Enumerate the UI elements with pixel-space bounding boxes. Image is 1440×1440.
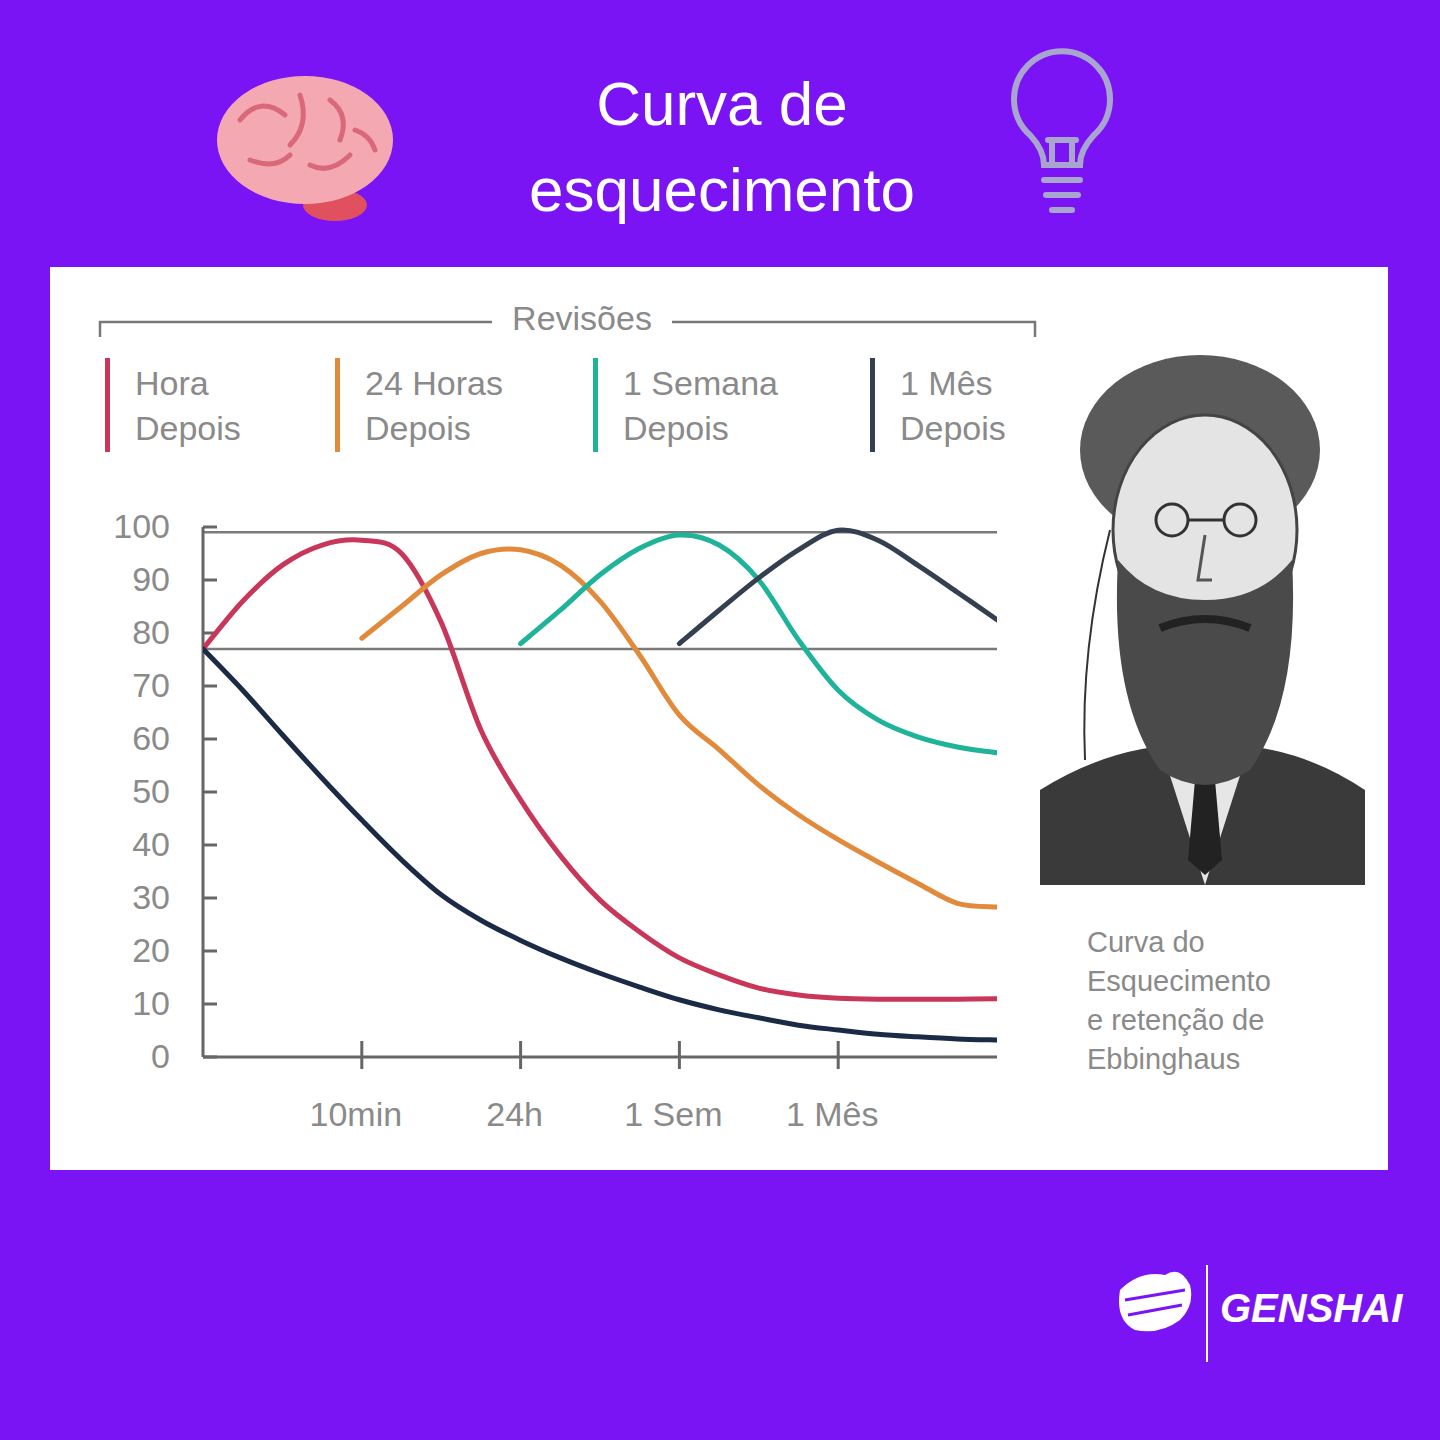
y-tick-label: 80 bbox=[132, 613, 170, 651]
portrait-glasses bbox=[1156, 504, 1188, 536]
legend-entry: 1 Mês Depois bbox=[900, 364, 1006, 447]
y-tick bbox=[203, 897, 217, 900]
y-tick-label: 30 bbox=[132, 878, 170, 916]
y-tick-label: 40 bbox=[132, 825, 170, 863]
x-tick-label: 10min bbox=[309, 1095, 402, 1133]
bulb-base bbox=[1044, 180, 1080, 210]
brain-fold bbox=[310, 155, 350, 168]
legend-entry: 1 Semana Depois bbox=[623, 364, 778, 447]
caption: Curva do Esquecimento e retenção de Ebbingh… bbox=[1087, 926, 1271, 1075]
legend-entry: Hora Depois bbox=[135, 364, 241, 447]
portrait-beard bbox=[1117, 560, 1293, 785]
legend: RevisõesHoraDepois24 HorasDepois1 Semana… bbox=[100, 299, 1035, 452]
y-tick-label: 10 bbox=[132, 984, 170, 1022]
caption-line: Ebbinghaus bbox=[1087, 1043, 1240, 1075]
title-line: Curva de bbox=[596, 69, 848, 138]
portrait-nose bbox=[1198, 535, 1212, 580]
legend-swatch bbox=[335, 358, 340, 452]
series-line bbox=[679, 530, 997, 644]
brand-name: GENSHAI bbox=[1220, 1286, 1403, 1330]
brain-fold bbox=[240, 106, 285, 120]
bulb-glass bbox=[1014, 51, 1110, 165]
caption-line: Esquecimento bbox=[1087, 965, 1271, 997]
legend-title-bg bbox=[492, 300, 672, 340]
brand-logo: GENSHAI bbox=[1119, 1265, 1403, 1362]
series-line bbox=[362, 549, 997, 907]
x-tick bbox=[678, 1041, 681, 1069]
brain-fold bbox=[290, 95, 303, 145]
legend-title: Revisões bbox=[512, 299, 652, 337]
page: Curva deesquecimentoRevisõesHoraDepois24… bbox=[0, 0, 1440, 1440]
legend-entry-line: Depois bbox=[365, 409, 471, 447]
x-tick bbox=[519, 1041, 522, 1069]
title-line: esquecimento bbox=[529, 155, 915, 224]
y-tick bbox=[203, 950, 217, 953]
reference-line bbox=[203, 648, 997, 651]
legend-entry-line: Hora bbox=[135, 364, 209, 402]
legend-entry-line: 1 Mês bbox=[900, 364, 993, 402]
y-tick-label: 0 bbox=[151, 1037, 170, 1075]
y-tick-label: 100 bbox=[113, 507, 170, 545]
background bbox=[0, 0, 1440, 1440]
panel bbox=[50, 267, 1388, 1170]
y-tick bbox=[203, 685, 217, 688]
y-tick bbox=[203, 1056, 217, 1059]
y-tick bbox=[203, 738, 217, 741]
title: Curva de esquecimento bbox=[529, 69, 915, 224]
portrait-mustache bbox=[1160, 619, 1250, 628]
brain-fold bbox=[250, 155, 290, 164]
y-tick bbox=[203, 579, 217, 582]
y-tick-label: 20 bbox=[132, 931, 170, 969]
x-tick bbox=[360, 1041, 363, 1069]
portrait-cord bbox=[1084, 530, 1110, 760]
plot-area bbox=[203, 530, 997, 1040]
brain-fold bbox=[355, 130, 375, 150]
y-tick-label: 50 bbox=[132, 772, 170, 810]
legend-entry-line: Depois bbox=[900, 409, 1006, 447]
caption-line: Curva do bbox=[1087, 926, 1205, 958]
legend-entry: 24 Horas Depois bbox=[365, 364, 503, 447]
legend-swatch bbox=[593, 358, 598, 452]
legend-entry-line: Depois bbox=[623, 409, 729, 447]
brain-shape bbox=[217, 76, 393, 204]
y-tick bbox=[203, 844, 217, 847]
y-tick bbox=[203, 526, 217, 529]
y-tick bbox=[203, 791, 217, 794]
brain-icon bbox=[217, 76, 393, 221]
bulb-filament bbox=[1048, 140, 1076, 165]
series-line bbox=[203, 540, 997, 1000]
brain-fold bbox=[330, 100, 343, 140]
brand-mark bbox=[1119, 1272, 1191, 1332]
portrait-glasses bbox=[1224, 504, 1256, 536]
y-tick-label: 90 bbox=[132, 560, 170, 598]
legend-entry-line: Depois bbox=[135, 409, 241, 447]
legend-swatch bbox=[105, 358, 110, 452]
reference-line bbox=[203, 531, 997, 534]
x-tick-label: 24h bbox=[486, 1095, 543, 1133]
x-tick-label: 1 Mês bbox=[786, 1095, 879, 1133]
bulb-icon bbox=[1014, 51, 1110, 210]
y-tick bbox=[203, 1003, 217, 1006]
portrait-glasses-bridge bbox=[1188, 519, 1224, 522]
caption-line: e retenção de bbox=[1087, 1004, 1264, 1036]
x-axis-line bbox=[203, 1056, 997, 1059]
series-line bbox=[203, 649, 997, 1040]
y-tick-label: 70 bbox=[132, 666, 170, 704]
brand-divider bbox=[1206, 1265, 1208, 1362]
portrait bbox=[1040, 355, 1365, 885]
portrait-tie bbox=[1188, 780, 1222, 875]
legend-entry-line: 24 Horas bbox=[365, 364, 503, 402]
brand-mark-stroke bbox=[1125, 1290, 1185, 1315]
y-tick-label: 60 bbox=[132, 719, 170, 757]
x-tick-label: 1 Sem bbox=[624, 1095, 722, 1133]
legend-entry-line: 1 Semana bbox=[623, 364, 778, 402]
legend-swatch bbox=[870, 358, 875, 452]
x-tick bbox=[837, 1041, 840, 1069]
